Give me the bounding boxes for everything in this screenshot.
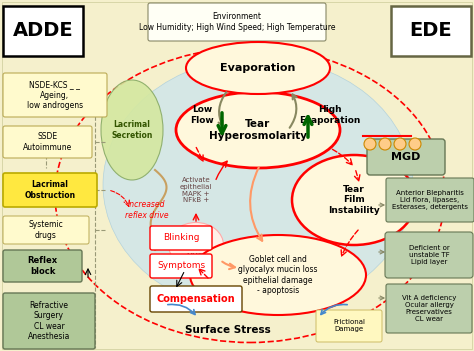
Text: Symptoms: Symptoms (157, 261, 205, 271)
Circle shape (379, 138, 391, 150)
Text: MGD: MGD (392, 152, 421, 162)
FancyBboxPatch shape (386, 284, 472, 333)
Text: Activate
epithelial
MAPK +
NFkB +: Activate epithelial MAPK + NFkB + (180, 177, 212, 204)
Text: Vit A deficiency
Ocular allergy
Preservatives
CL wear: Vit A deficiency Ocular allergy Preserva… (402, 295, 456, 322)
Ellipse shape (186, 42, 330, 94)
Ellipse shape (176, 92, 340, 168)
Text: Deficient or
unstable TF
Lipid layer: Deficient or unstable TF Lipid layer (409, 245, 449, 265)
Text: Reflex
block: Reflex block (27, 256, 57, 276)
Text: Goblet cell and
glyocalyx mucin loss
epithelial damage
- apoptosis: Goblet cell and glyocalyx mucin loss epi… (238, 255, 318, 295)
FancyBboxPatch shape (150, 254, 212, 278)
Circle shape (409, 138, 421, 150)
Text: Frictional
Damage: Frictional Damage (333, 319, 365, 332)
Circle shape (394, 138, 406, 150)
Text: Increased
reflex drive: Increased reflex drive (125, 200, 169, 220)
FancyBboxPatch shape (316, 310, 382, 342)
Ellipse shape (292, 155, 416, 245)
FancyBboxPatch shape (148, 3, 326, 41)
Text: Refractive
Surgery
CL wear
Anesthesia: Refractive Surgery CL wear Anesthesia (28, 301, 70, 341)
Ellipse shape (101, 80, 163, 180)
Text: Systemic
drugs: Systemic drugs (28, 220, 64, 240)
Text: Lacrimal
Secretion: Lacrimal Secretion (111, 120, 153, 140)
Text: Evaporation: Evaporation (220, 63, 296, 73)
Text: Lacrimal
Obstruction: Lacrimal Obstruction (25, 180, 75, 200)
FancyBboxPatch shape (3, 216, 89, 244)
FancyBboxPatch shape (3, 293, 95, 349)
FancyBboxPatch shape (391, 6, 471, 56)
Text: Blinking: Blinking (163, 233, 199, 243)
Text: ADDE: ADDE (13, 21, 73, 40)
Text: High
Evaporation: High Evaporation (299, 105, 361, 125)
FancyBboxPatch shape (150, 286, 242, 312)
FancyBboxPatch shape (3, 173, 97, 207)
FancyBboxPatch shape (3, 6, 83, 56)
Text: Tear
Hyperosmolarity: Tear Hyperosmolarity (209, 119, 307, 141)
FancyBboxPatch shape (385, 232, 473, 278)
FancyBboxPatch shape (3, 73, 107, 117)
Text: Low
Flow: Low Flow (190, 105, 214, 125)
Ellipse shape (190, 235, 366, 315)
FancyBboxPatch shape (3, 126, 92, 158)
Text: Surface Stress: Surface Stress (185, 325, 271, 335)
Ellipse shape (103, 58, 413, 312)
Text: EDE: EDE (410, 21, 452, 40)
Text: Environment
Low Humidity; High Wind Speed; High Temperature: Environment Low Humidity; High Wind Spee… (139, 12, 335, 32)
Text: IL-1, 17
IFNY
TNFα +
MMPs: IL-1, 17 IFNY TNFα + MMPs (183, 232, 209, 258)
Circle shape (364, 138, 376, 150)
FancyBboxPatch shape (150, 226, 212, 250)
Text: SSDE
Autoimmune: SSDE Autoimmune (23, 132, 72, 152)
FancyBboxPatch shape (3, 250, 82, 282)
Text: Compensation: Compensation (157, 294, 235, 304)
Text: NSDE-KCS _ _
Ageing,
low androgens: NSDE-KCS _ _ Ageing, low androgens (27, 80, 83, 110)
Text: Anterior Blepharitis
Lid flora, lipases,
Esterases, detergents: Anterior Blepharitis Lid flora, lipases,… (392, 190, 468, 210)
Text: Tear
Film
Instability: Tear Film Instability (328, 185, 380, 215)
FancyBboxPatch shape (386, 178, 474, 222)
FancyBboxPatch shape (367, 139, 445, 175)
Ellipse shape (168, 223, 224, 267)
